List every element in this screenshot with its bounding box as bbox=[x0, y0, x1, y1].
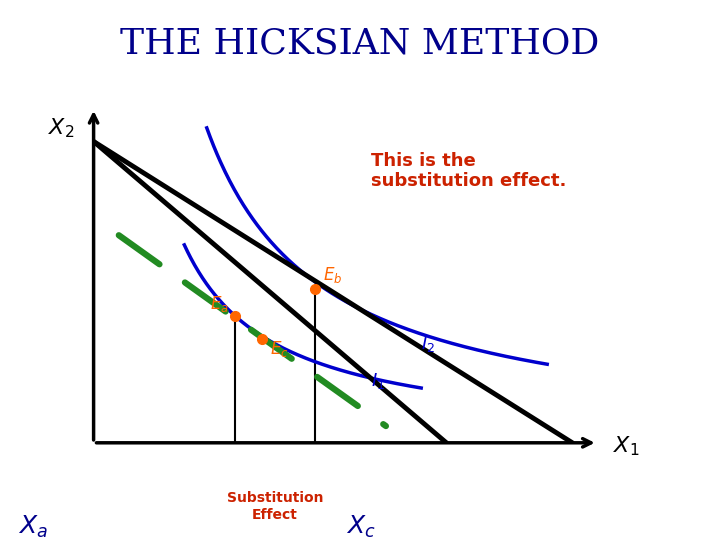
Text: $X_1$: $X_1$ bbox=[613, 435, 639, 458]
Text: $E_a$: $E_a$ bbox=[210, 294, 228, 314]
Text: THE HICKSIAN METHOD: THE HICKSIAN METHOD bbox=[120, 27, 600, 61]
Text: $X_c$: $X_c$ bbox=[346, 514, 376, 539]
Text: $X_2$: $X_2$ bbox=[48, 117, 75, 140]
FancyBboxPatch shape bbox=[3, 510, 63, 540]
Text: Substitution
Effect: Substitution Effect bbox=[227, 491, 323, 522]
FancyBboxPatch shape bbox=[330, 510, 391, 540]
Text: $I_1$: $I_1$ bbox=[371, 371, 385, 391]
Text: $X_a$: $X_a$ bbox=[18, 514, 48, 539]
Text: $E_b$: $E_b$ bbox=[323, 266, 342, 286]
Text: $I_2$: $I_2$ bbox=[421, 334, 436, 354]
Text: $E_c$: $E_c$ bbox=[270, 339, 289, 359]
Text: This is the
substitution effect.: This is the substitution effect. bbox=[371, 152, 566, 190]
